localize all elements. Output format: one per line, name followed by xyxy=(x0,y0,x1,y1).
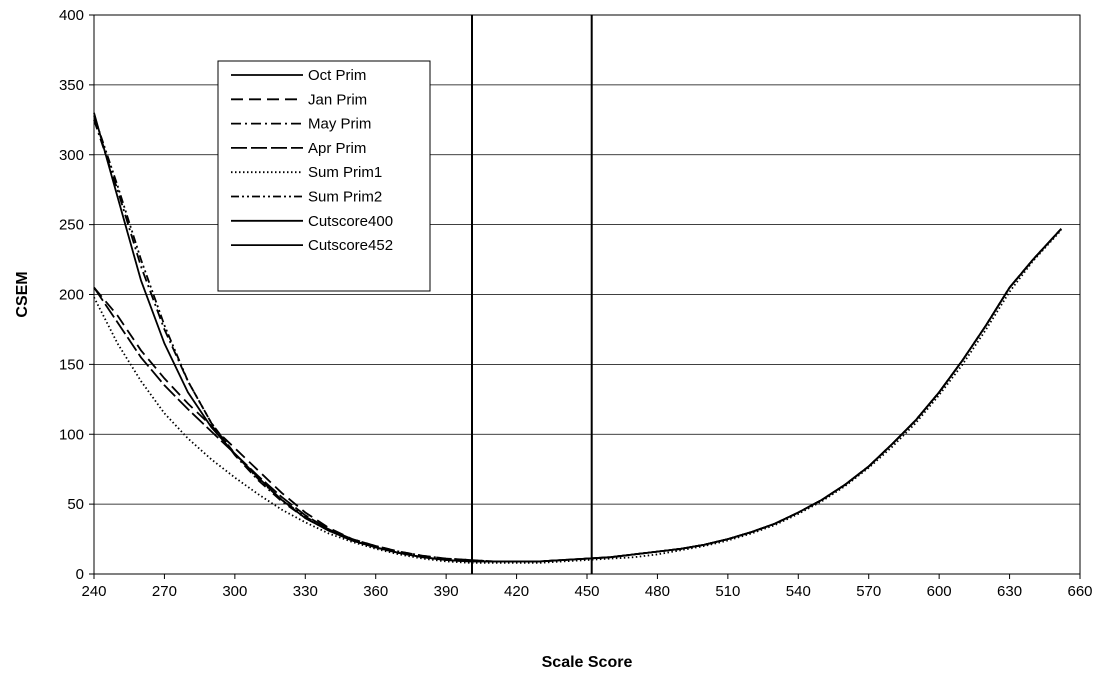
legend-label: Apr Prim xyxy=(308,140,366,157)
y-tick-label: 100 xyxy=(59,426,84,443)
x-tick-label: 390 xyxy=(434,583,459,600)
y-tick-label: 350 xyxy=(59,77,84,94)
legend-label: Cutscore400 xyxy=(308,213,393,230)
y-tick-label: 400 xyxy=(59,7,84,24)
legend-label: Oct Prim xyxy=(308,67,366,84)
x-tick-label: 330 xyxy=(293,583,318,600)
series-lines xyxy=(93,15,1062,574)
legend-label: Sum Prim1 xyxy=(308,164,382,181)
legend: Oct Prim Jan Prim May Prim Apr Prim Sum Prim… xyxy=(217,60,431,292)
x-tick-label: 480 xyxy=(645,583,670,600)
x-tick-label: 420 xyxy=(504,583,529,600)
legend-label: Jan Prim xyxy=(308,91,367,108)
x-tick-label: 270 xyxy=(152,583,177,600)
y-tick-label: 0 xyxy=(76,566,84,583)
y-tick-label: 50 xyxy=(67,496,84,513)
series-line-sum-prim2 xyxy=(93,115,1062,563)
x-tick-label: 300 xyxy=(222,583,247,600)
y-tick-label: 250 xyxy=(59,217,84,234)
x-tick-label: 570 xyxy=(856,583,881,600)
x-tick-label: 510 xyxy=(715,583,740,600)
y-tick-label: 200 xyxy=(59,287,84,304)
x-tick-label: 660 xyxy=(1067,583,1092,600)
y-axis-ticks: 0 50 100 150 200 250 300 350 400 xyxy=(59,7,94,583)
x-tick-label: 360 xyxy=(363,583,388,600)
y-axis-title: CSEM xyxy=(14,271,31,317)
legend-label: May Prim xyxy=(308,116,371,133)
x-tick-label: 450 xyxy=(574,583,599,600)
x-tick-label: 540 xyxy=(786,583,811,600)
x-tick-label: 600 xyxy=(927,583,952,600)
x-axis-title: Scale Score xyxy=(542,654,633,671)
x-tick-label: 630 xyxy=(997,583,1022,600)
y-tick-label: 150 xyxy=(59,356,84,373)
legend-label: Cutscore452 xyxy=(308,237,393,254)
x-axis-ticks: 240 270 300 330 360 390 420 450 480 510 540 570 600 6… xyxy=(81,574,1093,600)
x-tick-label: 240 xyxy=(81,583,106,600)
legend-label: Sum Prim2 xyxy=(308,189,382,206)
y-tick-label: 300 xyxy=(59,147,84,164)
